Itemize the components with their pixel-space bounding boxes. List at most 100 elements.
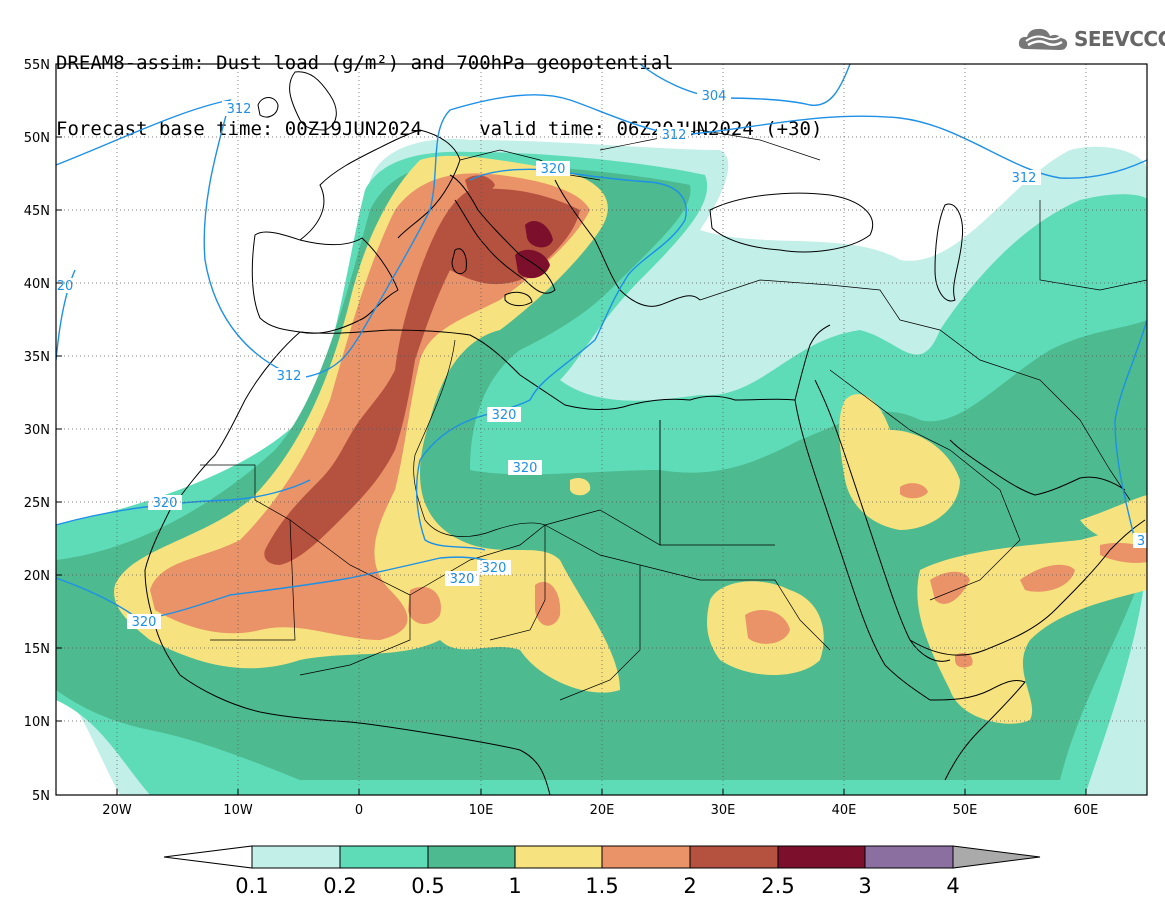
colorbar-swatch [251,845,341,869]
colorbar-tick-label: 2.5 [761,874,794,898]
dust-band-1-5-sudan [745,610,790,644]
colorbar-tick-label: 0.5 [411,874,444,898]
coast-sicily [504,291,533,307]
coast-red-sea-east [814,379,951,662]
lon-label: 10E [469,803,494,818]
border-egypt [659,420,775,546]
colorbar-tick-label: 2 [683,874,696,898]
colorbar-tick-label: 0.2 [323,874,356,898]
lon-label: 40E [832,803,857,818]
lon-label: 20W [102,803,132,818]
contour-label-3: 3 [1137,534,1145,549]
longitude-labels: 20W 10W 0 10E 20E 30E 40E 50E 60E [102,803,1098,818]
colorbar-ticks: 0.1 0.2 0.5 1 1.5 2 2.5 3 4 [235,874,959,898]
coast-arabia-south [909,519,1146,656]
lon-label: 60E [1074,803,1099,818]
borders-layer [200,129,1147,701]
lat-label: 50N [24,131,50,146]
lat-label: 10N [24,715,50,730]
dust-band-2-italy-adriatic [465,175,495,194]
border-iran [899,319,1131,501]
colorbar-swatch [514,845,603,869]
colorbar-tick-label: 1.5 [585,874,618,898]
dust-band-2-5-adriatic [525,220,553,248]
border-saudi [829,369,1021,601]
coast-ireland [257,97,279,118]
colorbar-swatch [427,845,516,869]
colorbar [163,845,1041,869]
contour-312-west [56,94,1147,379]
contour-label-312: 312 [662,128,687,143]
lat-label: 20N [24,569,50,584]
lat-label: 40N [24,277,50,292]
contour-label-320: 320 [153,496,178,511]
dust-fill-layer [56,139,1147,795]
dust-band-1-arabia-north [839,394,960,530]
cloud-icon [1018,28,1068,50]
lat-label: 25N [24,496,50,511]
dust-band-1-5-arabia-2 [1020,564,1075,592]
colorbar-tick-label: 1 [508,874,521,898]
colorbar-swatch [777,845,866,869]
contour-label-320: 320 [450,572,475,587]
coast-west-africa [144,399,441,736]
contour-label-320: 320 [492,408,517,423]
border-algeria [413,339,546,537]
contour-320-west [56,479,311,526]
colorbar-swatch [689,845,779,869]
lat-label: 15N [24,642,50,657]
map-ticks [56,63,1087,796]
coast-gulf-guinea [439,734,551,795]
border-turkey [699,279,901,321]
dust-band-1-5 [150,173,590,641]
lat-label: 35N [24,350,50,365]
colorbar-tick-label: 0.1 [235,874,268,898]
coast-levant [794,324,831,401]
lon-label: 0 [355,803,363,818]
colorbar-tick-label: 4 [946,874,959,898]
contour-label-320: 320 [541,162,566,177]
border-europe-east [599,129,821,161]
coast-red-sea-west [794,399,931,701]
coast-italy [449,174,556,294]
contour-label-312: 312 [227,102,252,117]
contour-320-east [1114,319,1147,541]
lon-label: 30E [711,803,736,818]
contour-label-312: 312 [1012,171,1037,186]
contour-label-312: 312 [277,369,302,384]
border-mali [289,519,411,676]
lon-label: 20E [590,803,615,818]
border-mauritania [200,464,296,641]
colorbar-tick-label: 3 [858,874,871,898]
colorbar-swatch [601,845,691,869]
border-europe-central [459,149,601,181]
logo-text: SEEVCCC [1074,27,1165,51]
seevccc-logo: SEEVCCC [1016,24,1165,54]
lat-label: 30N [24,423,50,438]
coastlines-layer [144,71,1146,795]
lat-label: 55N [24,58,50,73]
contour-label-304: 304 [702,89,727,104]
coast-sardinia [451,248,467,275]
coast-caspian [934,203,964,302]
dust-band-1-5-iraq [900,483,928,499]
contour-labels: 304 312 312 312 312 320 320 320 320 320 … [56,88,1147,630]
lat-label: 5N [32,789,50,804]
contour-label-320: 320 [482,561,507,576]
lon-label: 10W [223,803,253,818]
coast-persian-gulf [949,439,1126,496]
colorbar-swatch [864,845,954,869]
dust-band-1-5-mali [408,586,441,625]
dust-band-1-oman [1080,495,1147,542]
colorbar-swatch [339,845,429,869]
contour-label-320: 320 [132,615,157,630]
latitude-labels: 55N 50N 45N 40N 35N 30N 25N 20N 15N 10N … [24,58,50,804]
contour-320-europe [415,168,687,551]
dust-band-2 [264,188,580,566]
lon-label: 50E [953,803,978,818]
contour-label-320: 320 [513,461,538,476]
coast-n-africa [244,329,796,411]
dust-band-1-libya [570,478,591,496]
coast-black-sea [709,192,873,253]
